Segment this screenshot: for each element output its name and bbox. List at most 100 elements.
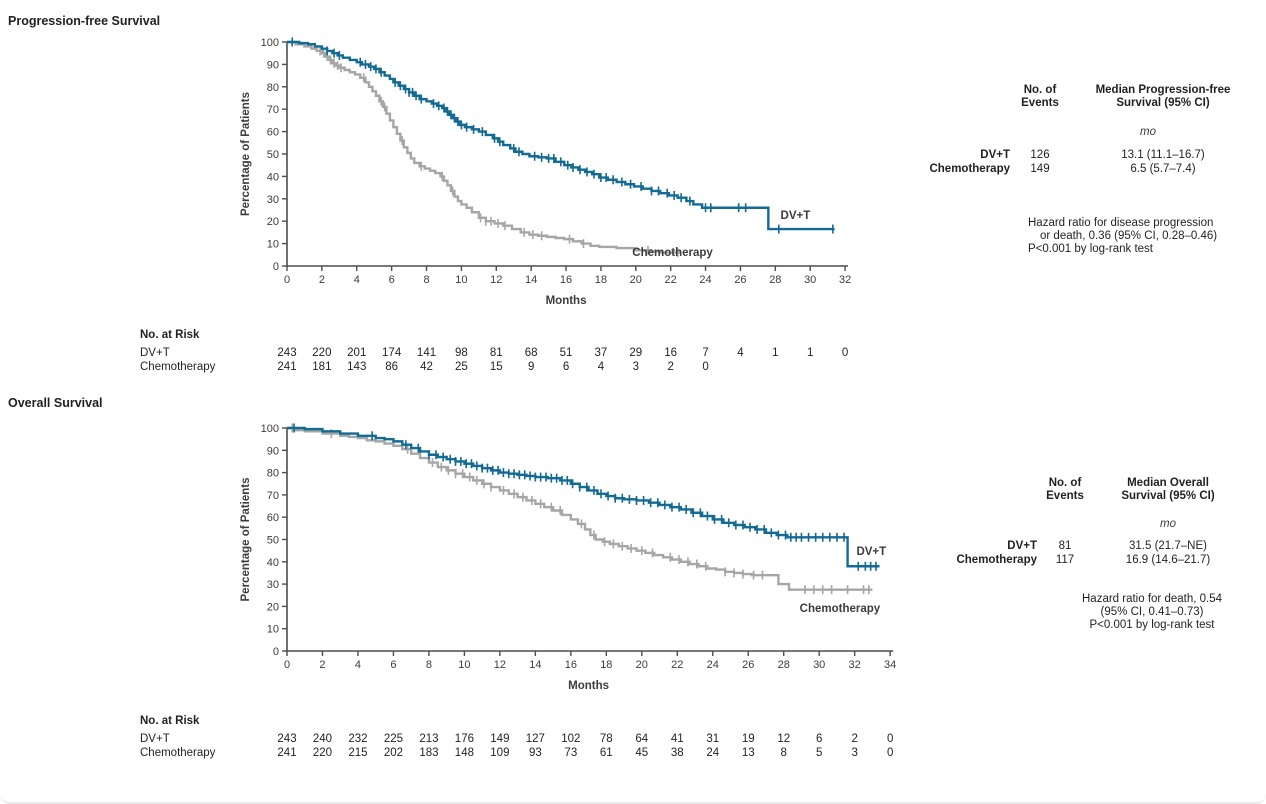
pfs-hazard-note-line2: or death, 0.36 (95% CI, 0.28–0.46) bbox=[1040, 230, 1218, 242]
pfs-median-header-line2: Survival (95% CI) bbox=[1116, 97, 1210, 109]
x-tick-label: 22 bbox=[671, 659, 683, 671]
risk-value: 3 bbox=[851, 747, 858, 759]
risk-value: 127 bbox=[525, 733, 545, 745]
y-tick-label: 70 bbox=[267, 104, 279, 116]
pfs-events-header-line2: Events bbox=[1021, 97, 1059, 109]
risk-value: 98 bbox=[454, 347, 468, 359]
risk-value: 176 bbox=[454, 733, 474, 745]
x-tick-label: 26 bbox=[734, 274, 746, 286]
y-tick-label: 30 bbox=[267, 579, 279, 591]
risk-value: 143 bbox=[347, 361, 367, 373]
risk-value: 141 bbox=[416, 347, 437, 359]
pfs-median-header-line1: Median Progression-free bbox=[1095, 84, 1231, 96]
x-tick-label: 12 bbox=[490, 274, 502, 286]
x-tick-label: 10 bbox=[458, 659, 470, 671]
x-tick-label: 30 bbox=[813, 659, 825, 671]
y-tick-label: 0 bbox=[273, 646, 279, 658]
os-unit-label: mo bbox=[1160, 518, 1176, 530]
risk-value: 243 bbox=[277, 733, 297, 745]
os-median-header-line1: Median Overall bbox=[1127, 477, 1209, 489]
x-tick-label: 34 bbox=[884, 659, 896, 671]
os-curve-DV+T bbox=[287, 426, 880, 568]
risk-value: 4 bbox=[597, 361, 605, 373]
risk-value: 73 bbox=[564, 747, 578, 759]
x-tick-label: 24 bbox=[707, 659, 719, 671]
pfs-series-label-DV+T: DV+T bbox=[781, 210, 811, 222]
x-tick-label: 20 bbox=[636, 659, 648, 671]
x-tick-label: 20 bbox=[630, 274, 642, 286]
y-tick-label: 70 bbox=[267, 490, 279, 502]
risk-value: 202 bbox=[383, 747, 404, 759]
x-tick-label: 28 bbox=[778, 659, 790, 671]
risk-value: 0 bbox=[886, 733, 894, 745]
pfs-section-title: Progression-free Survival bbox=[8, 14, 161, 28]
x-tick-label: 10 bbox=[455, 274, 467, 286]
y-tick-label: 20 bbox=[267, 601, 279, 613]
risk-value: 93 bbox=[528, 747, 542, 759]
risk-value: 37 bbox=[594, 347, 608, 359]
x-tick-label: 26 bbox=[742, 659, 754, 671]
x-tick-label: 24 bbox=[699, 274, 711, 286]
pfs-row-chemo-events: 149 bbox=[1030, 163, 1050, 175]
pfs-pvalue-note: P<0.001 by log-rank test bbox=[1028, 243, 1153, 255]
risk-value: 15 bbox=[489, 361, 503, 373]
risk-value: 51 bbox=[559, 347, 573, 359]
risk-value: 12 bbox=[777, 733, 791, 745]
y-tick-label: 40 bbox=[267, 171, 279, 183]
risk-value: 45 bbox=[635, 747, 649, 759]
y-tick-label: 50 bbox=[267, 535, 279, 547]
risk-value: 241 bbox=[277, 747, 297, 759]
os-risk-row-chemo-label: Chemotherapy bbox=[140, 747, 216, 759]
risk-value: 181 bbox=[312, 361, 332, 373]
os-series-label-Chemotherapy: Chemotherapy bbox=[800, 603, 881, 615]
pfs-row-dvt-events: 126 bbox=[1030, 149, 1050, 161]
os-row-chemo-label: Chemotherapy bbox=[956, 554, 1037, 566]
pfs-row-chemo-label: Chemotherapy bbox=[929, 163, 1010, 175]
risk-value: 201 bbox=[347, 347, 367, 359]
y-axis-title: Percentage of Patients bbox=[240, 92, 252, 216]
x-tick-label: 8 bbox=[426, 659, 432, 671]
os-risk-row-dvt-label: DV+T bbox=[140, 733, 170, 745]
risk-value: 240 bbox=[312, 733, 333, 745]
x-tick-label: 32 bbox=[849, 659, 861, 671]
risk-value: 241 bbox=[277, 361, 297, 373]
x-tick-label: 18 bbox=[595, 274, 607, 286]
os-events-header-line2: Events bbox=[1046, 490, 1084, 502]
pfs-events-header-line1: No. of bbox=[1023, 84, 1057, 96]
risk-value: 38 bbox=[670, 747, 684, 759]
risk-value: 64 bbox=[635, 733, 649, 745]
x-tick-label: 32 bbox=[839, 274, 851, 286]
risk-value: 220 bbox=[312, 747, 333, 759]
x-tick-label: 16 bbox=[565, 659, 577, 671]
os-row-chemo-median: 16.9 (14.6–21.7) bbox=[1125, 554, 1211, 566]
x-tick-label: 22 bbox=[665, 274, 677, 286]
os-risk-heading: No. at Risk bbox=[140, 715, 200, 727]
pfs-risk-heading: No. at Risk bbox=[140, 329, 200, 341]
x-tick-label: 0 bbox=[284, 659, 290, 671]
risk-value: 0 bbox=[702, 361, 709, 373]
risk-value: 183 bbox=[419, 747, 439, 759]
x-tick-label: 4 bbox=[355, 659, 361, 671]
y-tick-label: 100 bbox=[261, 423, 279, 435]
y-tick-label: 10 bbox=[267, 624, 279, 636]
y-tick-label: 100 bbox=[261, 37, 279, 49]
risk-value: 68 bbox=[524, 347, 538, 359]
os-median-header-line2: Survival (95% CI) bbox=[1121, 490, 1215, 502]
y-tick-label: 50 bbox=[267, 149, 279, 161]
risk-value: 243 bbox=[277, 347, 297, 359]
risk-value: 4 bbox=[737, 347, 744, 359]
x-tick-label: 18 bbox=[600, 659, 612, 671]
y-tick-label: 90 bbox=[267, 59, 279, 71]
risk-value: 16 bbox=[664, 347, 678, 359]
x-tick-label: 0 bbox=[284, 274, 290, 286]
y-tick-label: 0 bbox=[273, 261, 279, 273]
risk-value: 24 bbox=[706, 747, 720, 759]
risk-value: 148 bbox=[454, 747, 474, 759]
risk-value: 225 bbox=[383, 733, 404, 745]
pfs-unit-label: mo bbox=[1140, 126, 1156, 138]
y-tick-label: 10 bbox=[267, 239, 279, 251]
os-section-title: Overall Survival bbox=[8, 396, 103, 410]
